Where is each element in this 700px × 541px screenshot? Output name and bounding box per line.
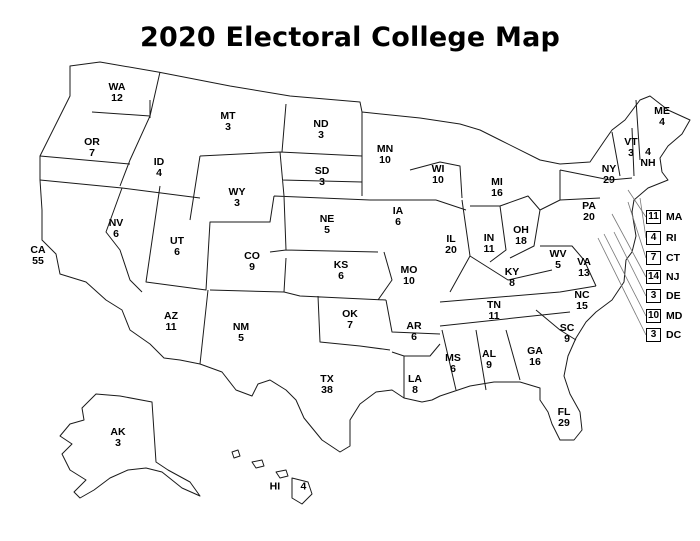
leader-ma	[627, 189, 647, 218]
box-ma-abbr: MA	[666, 211, 683, 223]
leader-ct	[627, 201, 647, 259]
box-dc-votes: 3	[646, 328, 661, 342]
hawaii-big-island	[291, 477, 313, 505]
state-label-ms: MS 6	[445, 352, 461, 375]
state-label-nd: ND 3	[313, 118, 329, 141]
box-ri-votes: 4	[646, 231, 661, 245]
state-label-wy: WY 3	[228, 186, 246, 209]
state-label-az: AZ 11	[164, 310, 178, 333]
state-label-nv: NV 6	[108, 217, 124, 240]
state-label-la: LA 8	[408, 373, 422, 396]
state-label-pa: PA 20	[582, 200, 596, 223]
box-de-abbr: DE	[666, 290, 681, 302]
state-label-tx: TX 38	[320, 373, 334, 396]
state-label-or: OR 7	[84, 136, 100, 159]
state-label-va: VA 13	[577, 256, 591, 279]
leader-dc	[597, 237, 647, 336]
state-label-sd: SD 3	[314, 165, 330, 188]
contiguous-us-outline	[39, 61, 691, 453]
state-label-tn: TN 11	[487, 299, 501, 322]
state-label-vt: VT 3	[624, 136, 638, 159]
state-label-me: ME 4	[654, 105, 670, 128]
box-ri-abbr: RI	[666, 232, 677, 244]
hawaii-maui	[275, 469, 289, 479]
leader-de	[613, 231, 647, 297]
state-label-wv: WV 5	[549, 248, 567, 271]
state-label-id: ID 4	[153, 156, 165, 179]
box-ct-votes: 7	[646, 251, 661, 265]
state-label-ia: IA 6	[392, 205, 404, 228]
state-label-ut: UT 6	[170, 235, 184, 258]
state-label-nm: NM 5	[232, 321, 250, 344]
state-label-ny: NY 29	[601, 163, 617, 186]
leader-md	[603, 233, 647, 317]
box-de-votes: 3	[646, 289, 661, 303]
state-label-ga: GA 16	[527, 345, 543, 368]
state-label-al: AL 9	[482, 348, 496, 371]
box-nj-abbr: NJ	[666, 271, 680, 283]
state-label-ok: OK 7	[342, 308, 358, 331]
state-label-ar: AR 6	[406, 320, 422, 343]
box-md-abbr: MD	[666, 310, 683, 322]
state-label-mo: MO 10	[400, 264, 418, 287]
state-label-mt: MT 3	[220, 110, 236, 133]
state-label-nh: 4 NH	[640, 146, 656, 169]
state-label-ks: KS 6	[333, 259, 349, 282]
leader-nj	[611, 213, 647, 278]
box-ma-votes: 11	[646, 210, 661, 224]
state-label-mi: MI 16	[491, 176, 503, 199]
leader-ri	[639, 197, 647, 239]
map-title: 2020 Electoral College Map	[139, 22, 561, 53]
box-md-votes: 10	[646, 309, 661, 323]
state-label-il: IL 20	[445, 233, 457, 256]
state-label-sc: SC 9	[559, 322, 575, 345]
alaska-outline	[59, 393, 201, 499]
state-label-co: CO 9	[244, 250, 260, 273]
state-label-ca: CA 55	[30, 244, 46, 267]
state-label-in: IN 11	[483, 232, 495, 255]
hawaii-kauai	[231, 449, 241, 459]
state-label-wa: WA 12	[108, 81, 126, 104]
state-label-wi: WI 10	[431, 163, 445, 186]
state-label-mn: MN 10	[376, 143, 394, 166]
state-label-ne: NE 5	[319, 213, 335, 236]
state-label-oh: OH 18	[513, 224, 529, 247]
state-label-nc: NC 15	[574, 289, 590, 312]
state-label-fl: FL 29	[557, 406, 571, 429]
state-borders	[39, 71, 641, 398]
box-nj-votes: 14	[646, 270, 661, 284]
hawaii-oahu	[251, 459, 265, 469]
state-label-ak: AK 3	[110, 426, 126, 449]
box-ct-abbr: CT	[666, 252, 680, 264]
state-label-ky: KY 8	[504, 266, 520, 289]
box-dc-abbr: DC	[666, 329, 682, 341]
state-label-hi: HI 4	[269, 480, 307, 493]
